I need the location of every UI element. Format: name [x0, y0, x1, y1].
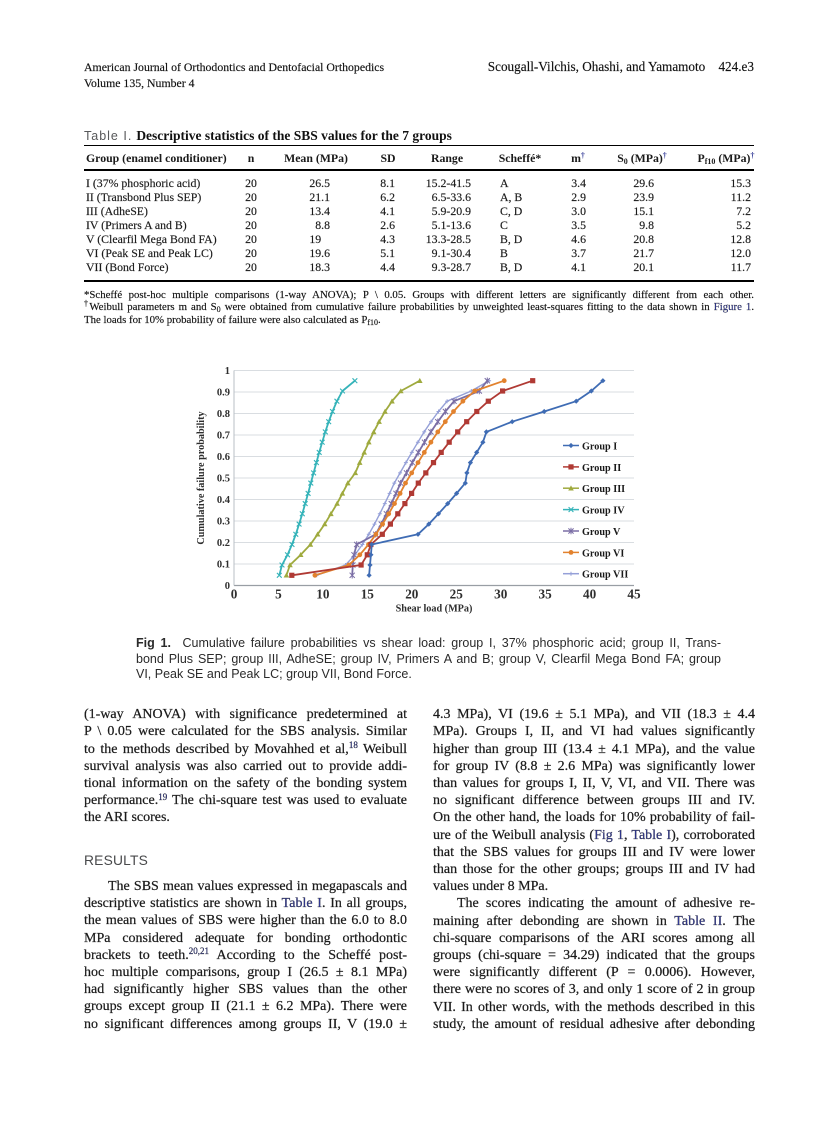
svg-text:45: 45 — [627, 587, 641, 602]
svg-text:Group IV: Group IV — [582, 506, 625, 517]
svg-text:0.1: 0.1 — [217, 560, 230, 571]
svg-text:0.9: 0.9 — [217, 388, 230, 399]
svg-text:1: 1 — [225, 366, 230, 377]
svg-text:Group III: Group III — [582, 484, 625, 495]
svg-text:Group I: Group I — [582, 442, 617, 453]
svg-text:Cumulative failure probability: Cumulative failure probability — [196, 411, 207, 544]
svg-text:Group II: Group II — [582, 463, 621, 474]
svg-text:0: 0 — [225, 581, 230, 592]
svg-text:35: 35 — [539, 587, 553, 602]
svg-text:0.2: 0.2 — [217, 538, 230, 549]
svg-text:Group VII: Group VII — [582, 570, 628, 581]
svg-text:0.8: 0.8 — [217, 409, 230, 420]
svg-text:Shear load (MPa): Shear load (MPa) — [396, 604, 473, 615]
svg-text:0.5: 0.5 — [217, 474, 230, 485]
svg-text:25: 25 — [450, 587, 464, 602]
svg-text:0: 0 — [231, 587, 238, 602]
svg-text:0.3: 0.3 — [217, 517, 230, 528]
svg-text:40: 40 — [583, 587, 597, 602]
svg-text:0.7: 0.7 — [217, 431, 230, 442]
svg-text:20: 20 — [405, 587, 419, 602]
svg-text:Group VI: Group VI — [582, 548, 624, 559]
svg-text:30: 30 — [494, 587, 508, 602]
svg-text:Group V: Group V — [582, 527, 621, 538]
svg-text:5: 5 — [275, 587, 282, 602]
svg-text:0.6: 0.6 — [217, 452, 230, 463]
svg-text:10: 10 — [316, 587, 330, 602]
svg-text:15: 15 — [361, 587, 375, 602]
svg-text:0.4: 0.4 — [217, 495, 231, 506]
